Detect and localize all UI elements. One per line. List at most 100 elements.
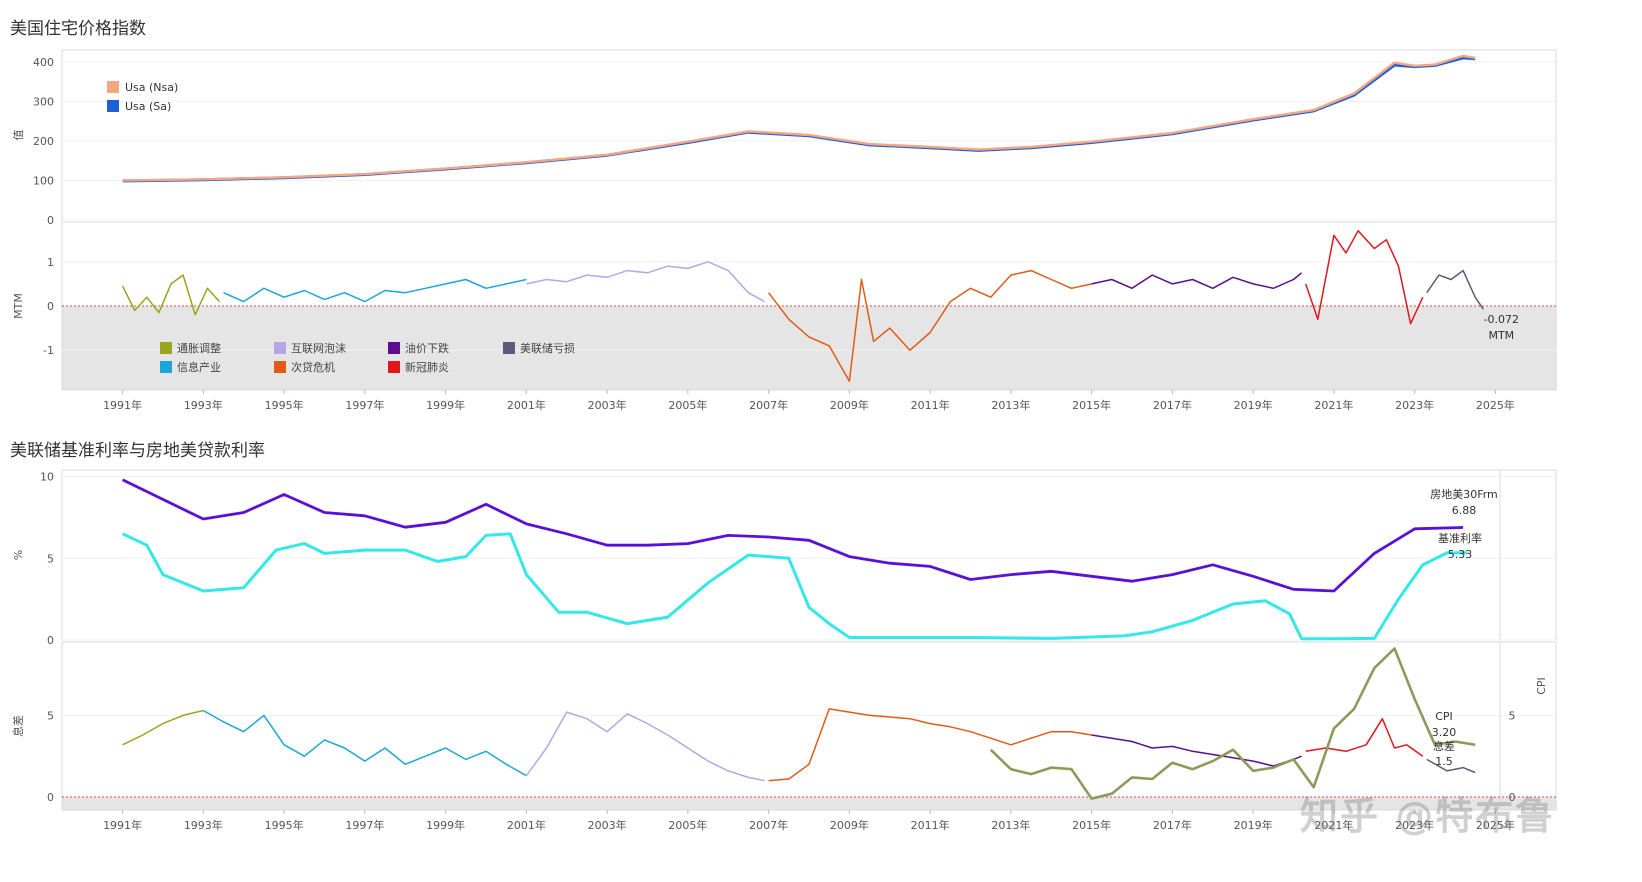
spread-xtick-label: 2001年 [507, 818, 546, 832]
mtm-series-line [1091, 272, 1303, 290]
hpi-legend-label: Usa (Nsa) [125, 81, 178, 94]
spread-negative-band [62, 796, 1556, 810]
rates-ytick-label: 10 [40, 471, 54, 484]
spread-xtick-label: 1997年 [345, 818, 384, 832]
spread-xtick-label: 2023年 [1395, 818, 1434, 832]
spread-right-ytick-label: 0 [1509, 791, 1516, 804]
top-section-title: 美国住宅价格指数 [10, 19, 146, 39]
hpi-legend-swatch [107, 81, 119, 93]
rates-ylabel: % [12, 550, 25, 560]
mtm-series-line [526, 261, 765, 303]
mtm-legend-swatch [388, 342, 400, 354]
spread-cpi-name-label: CPI [1435, 710, 1453, 723]
mtm-xtick-label: 1997年 [345, 398, 384, 412]
mtm-ytick-label: 0 [47, 300, 54, 313]
hpi-ytick-label: 0 [47, 214, 54, 227]
mtm-series-line [223, 278, 527, 303]
spread-series-line [1091, 734, 1302, 767]
mtm-xtick-label: 1999年 [426, 398, 465, 412]
rates-ytick-label: 5 [47, 552, 54, 565]
mtm-xtick-label: 2009年 [830, 398, 869, 412]
mtm-ytick-label: -1 [43, 344, 54, 357]
mtm-xtick-label: 2007年 [749, 398, 788, 412]
mtm-legend-label: 新冠肺炎 [405, 360, 449, 374]
mtm-legend-swatch [503, 342, 515, 354]
spread-ytick-label: 0 [47, 791, 54, 804]
hpi-series-sa-line [122, 56, 1476, 183]
mtm-xtick-label: 2025年 [1476, 398, 1515, 412]
spread-series-line [768, 708, 1092, 782]
spread-xtick-label: 2017年 [1153, 818, 1192, 832]
mtm-legend-label: 油价下跌 [405, 341, 449, 355]
mtm-xtick-label: 2023年 [1395, 398, 1434, 412]
mtm-legend-label: 互联网泡沫 [291, 341, 346, 355]
mtm-end-unit-label: MTM [1488, 329, 1514, 342]
hpi-ytick-label: 300 [33, 95, 54, 108]
mtm-xtick-label: 2005年 [668, 398, 707, 412]
hpi-ytick-label: 100 [33, 174, 54, 187]
mtm-ytick-label: 1 [47, 256, 54, 269]
spread-cpi-value-label: 3.20 [1432, 726, 1457, 739]
mtm-legend-swatch [160, 342, 172, 354]
mtm-negative-band [62, 306, 1556, 390]
mtm-legend-swatch [274, 361, 286, 373]
hpi-series-nsa-line [122, 54, 1476, 182]
spread-right-ylabel: CPI [1535, 677, 1548, 695]
spread-xtick-label: 1995年 [265, 818, 304, 832]
mtm-legend-label: 信息产业 [177, 360, 221, 374]
mtm-xtick-label: 2011年 [911, 398, 950, 412]
watermark-text: 知乎 @特布鲁 [1300, 794, 1556, 838]
mtm-ylabel: MTM [12, 293, 25, 319]
spread-xtick-label: 2015年 [1072, 818, 1111, 832]
spread-xtick-label: 2003年 [588, 818, 627, 832]
rates-series-value-label: 6.88 [1452, 504, 1477, 517]
spread-series-line [202, 709, 527, 777]
mtm-legend-swatch [160, 361, 172, 373]
mtm-xtick-label: 2019年 [1234, 398, 1273, 412]
mtm-xtick-label: 2013年 [991, 398, 1030, 412]
hpi-ylabel: 值 [12, 130, 25, 141]
rates-ytick-label: 0 [47, 634, 54, 647]
spread-xtick-label: 2007年 [749, 818, 788, 832]
mtm-xtick-label: 2003年 [588, 398, 627, 412]
mtm-legend-label: 通胀调整 [177, 341, 221, 355]
rates-frm30-line [121, 478, 1464, 593]
spread-series-line [525, 711, 765, 782]
hpi-legend-label: Usa (Sa) [125, 100, 171, 113]
mtm-series-line [768, 269, 1092, 382]
spread-xtick-label: 2019年 [1234, 818, 1273, 832]
spread-xtick-label: 2025年 [1476, 818, 1515, 832]
spread-xtick-label: 1991年 [103, 818, 142, 832]
rates-series-name-label: 房地美30Frm [1430, 488, 1498, 501]
spread-xtick-label: 1993年 [184, 818, 223, 832]
mtm-legend-label: 美联储亏损 [520, 341, 575, 355]
spread-xtick-label: 2021年 [1314, 818, 1353, 832]
hpi-ytick-label: 200 [33, 135, 54, 148]
spread-xtick-label: 2009年 [830, 818, 869, 832]
rates-fed-rate-line [121, 532, 1468, 641]
mtm-xtick-label: 2021年 [1314, 398, 1353, 412]
hpi-legend-swatch [107, 100, 119, 112]
spread-series-line [1426, 758, 1476, 774]
spread-ylabel: 息差 [11, 715, 25, 737]
spread-xtick-label: 2005年 [668, 818, 707, 832]
rates-series-name-label: 基准利率 [1438, 531, 1482, 545]
rates-series-value-label: 5.33 [1448, 548, 1473, 561]
mtm-legend-label: 次贷危机 [291, 360, 335, 374]
mtm-xtick-label: 1993年 [184, 398, 223, 412]
spread-cpi-line [989, 647, 1476, 800]
hpi-ytick-label: 400 [33, 56, 54, 69]
mtm-end-value-label: -0.072 [1484, 313, 1519, 326]
mtm-xtick-label: 1991年 [103, 398, 142, 412]
spread-spread-name-label: 息差 [1433, 739, 1455, 753]
spread-ytick-label: 5 [47, 709, 54, 722]
spread-xtick-label: 2011年 [911, 818, 950, 832]
mtm-xtick-label: 2015年 [1072, 398, 1111, 412]
mtm-series-line [121, 274, 221, 316]
mtm-xtick-label: 2001年 [507, 398, 546, 412]
mtm-xtick-label: 2017年 [1153, 398, 1192, 412]
spread-spread-value-label: 1.5 [1435, 755, 1453, 768]
mtm-series-line [1426, 269, 1484, 310]
spread-xtick-label: 1999年 [426, 818, 465, 832]
